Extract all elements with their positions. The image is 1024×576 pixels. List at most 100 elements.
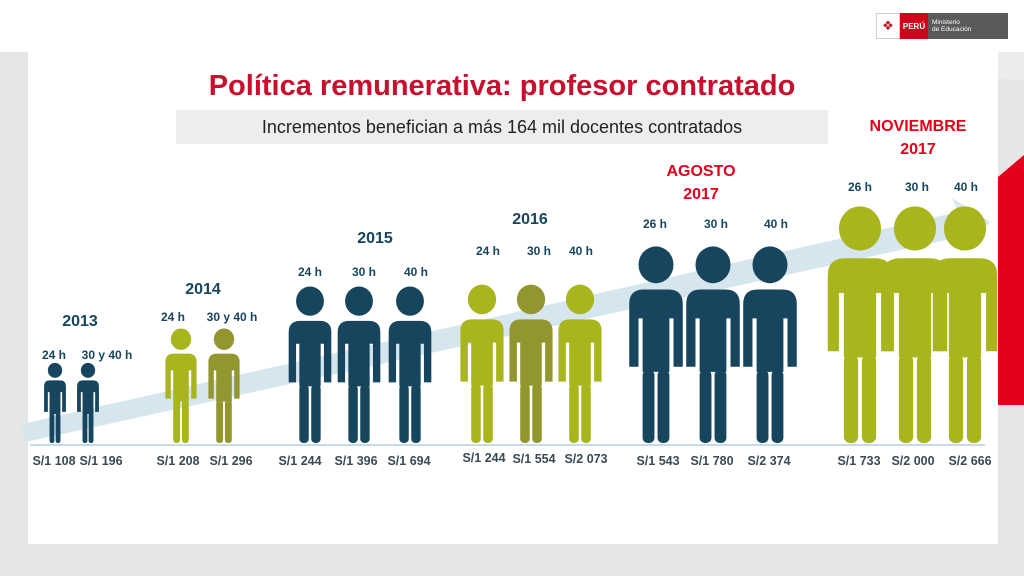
person-head (638, 246, 674, 284)
person-head (467, 284, 497, 315)
person-right-leg (714, 369, 727, 443)
group-label: 2017 (900, 141, 936, 158)
group-label: 2015 (357, 230, 393, 247)
person-right-leg (224, 400, 232, 443)
slide-title: Política remunerativa: profesor contrata… (208, 70, 796, 102)
hours-label: 24 h (476, 244, 500, 258)
person-right-leg (771, 369, 784, 443)
hours-label: 30 h (527, 244, 551, 258)
person-right-leg (966, 354, 982, 443)
person-left-leg (948, 354, 964, 443)
teacher-figure (165, 328, 197, 443)
group-label: 2017 (683, 186, 719, 203)
teacher-figure (932, 206, 998, 443)
hours-label: 40 h (954, 180, 978, 194)
hours-label: 30 h (905, 180, 929, 194)
person-torso (44, 380, 66, 415)
teacher-figure (388, 286, 432, 443)
hours-label: 30 h (704, 217, 728, 231)
person-right-leg (532, 384, 542, 443)
person-head (943, 206, 987, 251)
person-left-leg (173, 400, 181, 443)
salary-label: S/2 374 (747, 454, 790, 468)
hours-label: 30 y 40 h (82, 348, 133, 362)
salary-label: S/1 296 (209, 454, 252, 468)
person-torso (629, 289, 683, 372)
person-left-leg (642, 369, 655, 443)
person-torso (932, 258, 998, 358)
hours-label: 24 h (161, 310, 185, 324)
person-right-leg (411, 384, 421, 443)
person-torso (288, 320, 332, 387)
person-head (170, 328, 192, 350)
salary-label: S/2 073 (564, 452, 607, 466)
teacher-figure (743, 246, 797, 443)
person-head (213, 328, 235, 350)
person-torso (509, 319, 553, 386)
top-bar: ❖ PERÚ Ministerio de Educación (0, 0, 1024, 52)
salary-label: S/1 396 (334, 454, 377, 468)
hours-label: 30 y 40 h (207, 310, 258, 324)
person-right-leg (657, 369, 670, 443)
person-torso (460, 319, 504, 386)
teacher-figure (337, 286, 381, 443)
person-head (565, 284, 595, 315)
person-left-leg (216, 400, 224, 443)
hours-label: 40 h (764, 217, 788, 231)
person-torso (77, 380, 99, 415)
salary-label: S/1 694 (387, 454, 430, 468)
person-head (516, 284, 546, 315)
person-head (47, 362, 63, 378)
group-label: 2014 (185, 281, 221, 298)
person-left-leg (348, 384, 358, 443)
teacher-figure (686, 246, 740, 443)
person-left-leg (299, 384, 309, 443)
slide-subtitle: Incrementos benefician a más 164 mil doc… (176, 110, 828, 144)
coat-of-arms-icon: ❖ (876, 13, 900, 39)
hours-label: 40 h (569, 244, 593, 258)
group-label: AGOSTO (666, 163, 735, 180)
teacher-figure (77, 362, 99, 443)
person-head (296, 286, 324, 316)
person-left-leg (699, 369, 712, 443)
hours-label: 30 h (352, 265, 376, 279)
teacher-figure (629, 246, 683, 443)
teacher-figure (509, 284, 553, 443)
person-left-leg (471, 384, 481, 443)
person-right-leg (311, 384, 321, 443)
person-left-leg (569, 384, 579, 443)
group-label: 2013 (62, 313, 98, 330)
person-head (838, 206, 882, 251)
teacher-figure (460, 284, 504, 443)
salary-label: S/1 780 (690, 454, 733, 468)
salary-label: S/1 244 (278, 454, 321, 468)
salary-label: S/1 543 (636, 454, 679, 468)
trend-arrow (22, 198, 990, 442)
person-right-leg (861, 354, 877, 443)
person-right-leg (88, 413, 94, 443)
person-head (752, 246, 788, 284)
person-torso (558, 319, 602, 386)
hours-label: 26 h (848, 180, 872, 194)
person-right-leg (581, 384, 591, 443)
person-torso (882, 258, 948, 358)
salary-label: S/2 000 (891, 454, 934, 468)
teacher-figure (882, 206, 948, 443)
person-left-leg (520, 384, 530, 443)
hours-label: 24 h (298, 265, 322, 279)
salary-label: S/1 244 (462, 451, 505, 465)
person-torso (208, 353, 240, 402)
person-right-leg (483, 384, 493, 443)
red-accent-tab (998, 155, 1024, 405)
person-torso (686, 289, 740, 372)
salary-label: S/1 108 (32, 454, 75, 468)
logo-country: PERÚ (900, 13, 928, 39)
salary-label: S/1 196 (79, 454, 122, 468)
group-label: 2016 (512, 211, 548, 228)
group-label: NOVIEMBRE (870, 118, 967, 135)
person-right-leg (55, 413, 61, 443)
person-left-leg (49, 413, 55, 443)
person-left-leg (898, 354, 914, 443)
salary-label: S/1 208 (156, 454, 199, 468)
